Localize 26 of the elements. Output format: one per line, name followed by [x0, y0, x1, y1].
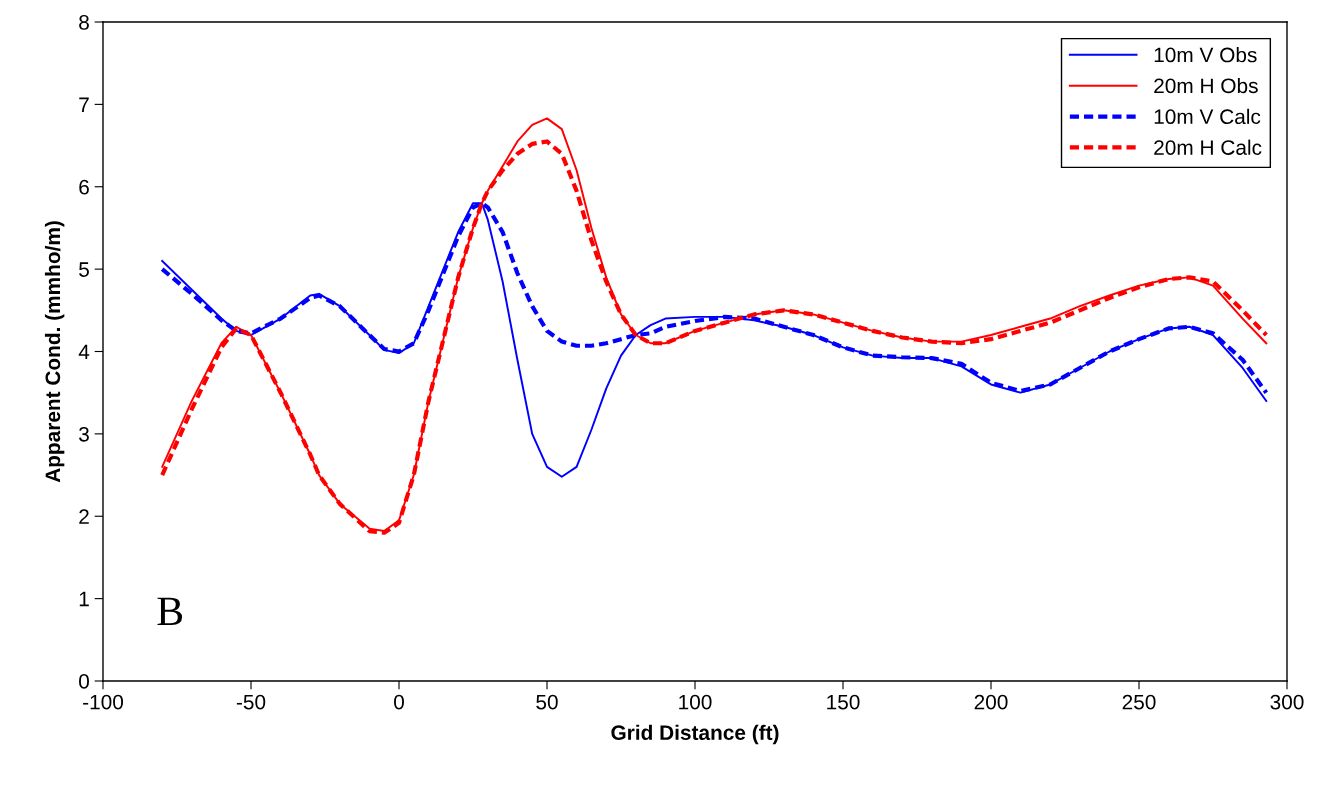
x-tick-label: 0: [394, 694, 404, 710]
y-tick-label: 2: [79, 509, 89, 524]
legend-label: 10m V Calc: [1154, 108, 1261, 125]
y-tick-label: 1: [79, 591, 89, 607]
line-series: [161, 202, 1268, 478]
x-tick-label: 150: [827, 694, 860, 710]
y-tick-label: 0: [79, 674, 89, 689]
y-tick-label: 3: [79, 426, 89, 442]
x-tick-label: 200: [974, 694, 1008, 710]
y-axis-title: Apparent Cond. (mmho/m): [44, 221, 65, 483]
y-tick-label: 4: [78, 344, 90, 360]
legend-label: 20m H Obs: [1154, 77, 1258, 94]
x-tick-label: 300: [1270, 694, 1304, 710]
annotation: B: [157, 597, 183, 626]
legend-label: 20m H Calc: [1154, 139, 1262, 155]
y-tick-label: 8: [79, 15, 89, 30]
legend-label: 10m V Obs: [1154, 47, 1257, 63]
y-tick-label: 5: [79, 262, 89, 277]
x-axis-title: Grid Distance (ft): [611, 724, 779, 745]
y-tick-label: 6: [79, 179, 89, 195]
x-tick-label: 250: [1122, 694, 1156, 710]
y-tick-label: 7: [79, 97, 89, 112]
x-tick-label: 100: [679, 694, 712, 710]
x-tick-label: 50: [536, 694, 558, 710]
x-tick-label: -100: [83, 694, 124, 710]
x-tick-label: -50: [236, 694, 266, 710]
